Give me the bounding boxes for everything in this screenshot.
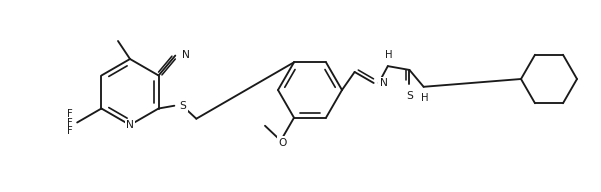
Text: S: S bbox=[179, 101, 186, 111]
Text: N: N bbox=[126, 120, 134, 130]
Text: N: N bbox=[182, 50, 190, 60]
Text: F: F bbox=[67, 118, 73, 127]
Text: F: F bbox=[67, 126, 73, 136]
Text: O: O bbox=[279, 138, 287, 148]
Text: F: F bbox=[67, 109, 73, 119]
Text: S: S bbox=[406, 91, 413, 101]
Text: H: H bbox=[421, 93, 429, 103]
Text: H: H bbox=[385, 50, 392, 60]
Text: N: N bbox=[380, 78, 388, 88]
